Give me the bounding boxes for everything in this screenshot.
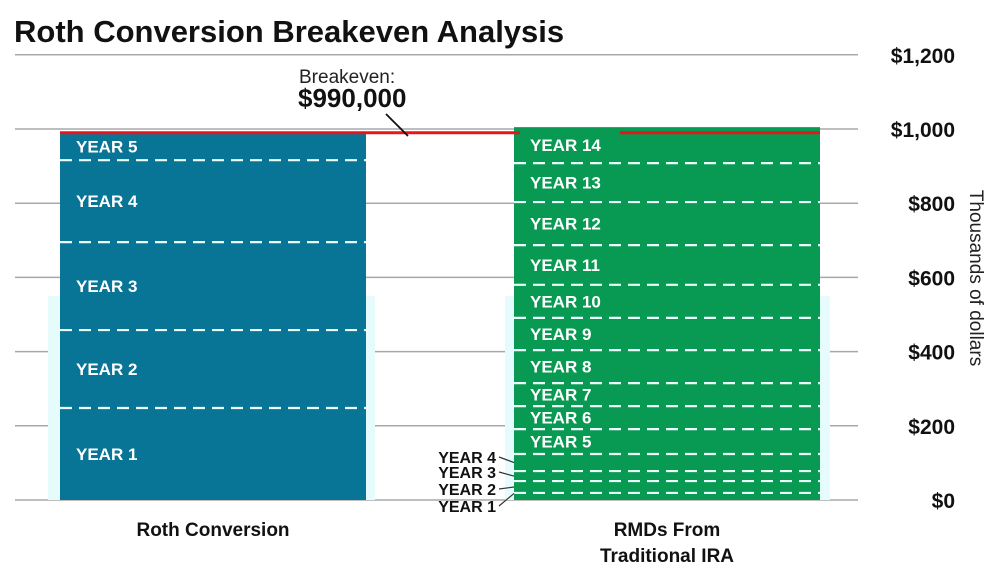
segment-label: YEAR 5 bbox=[76, 137, 137, 156]
category-label: RMDs From bbox=[614, 520, 721, 541]
breakeven-value: $990,000 bbox=[298, 83, 406, 113]
label-leader bbox=[498, 493, 515, 507]
y-tick-label: $1,200 bbox=[891, 45, 955, 68]
y-tick-label: $200 bbox=[908, 416, 955, 439]
chart-title: Roth Conversion Breakeven Analysis bbox=[14, 14, 564, 49]
y-axis-label: Thousands of dollars bbox=[965, 190, 986, 366]
segment-label: YEAR 2 bbox=[438, 482, 496, 499]
bar-roth-conversion: YEAR 1 YEAR 2 YEAR 3 YEAR 4 YEAR 5 bbox=[60, 132, 366, 500]
bar bbox=[60, 132, 366, 500]
bar-segment bbox=[514, 471, 820, 481]
bar bbox=[514, 127, 820, 501]
segment-label: YEAR 3 bbox=[76, 277, 137, 296]
y-tick-label: $800 bbox=[908, 193, 955, 216]
segment-label: YEAR 8 bbox=[530, 358, 591, 377]
segment-label: YEAR 3 bbox=[438, 465, 496, 482]
label-leader bbox=[498, 486, 515, 490]
segment-label: YEAR 12 bbox=[530, 215, 601, 234]
category-label: Roth Conversion bbox=[136, 520, 289, 541]
segment-label: YEAR 6 bbox=[530, 409, 591, 428]
bar-segment bbox=[514, 481, 820, 493]
segment-label: YEAR 11 bbox=[530, 256, 600, 275]
segment-label: YEAR 14 bbox=[530, 136, 601, 155]
bar-segment bbox=[514, 454, 820, 471]
label-leader bbox=[498, 471, 515, 477]
y-tick-label: $0 bbox=[932, 490, 955, 513]
segment-label: YEAR 9 bbox=[530, 325, 591, 344]
y-tick-label: $600 bbox=[908, 267, 955, 290]
segment-label: YEAR 4 bbox=[438, 450, 496, 467]
segment-label: YEAR 10 bbox=[530, 292, 601, 311]
segment-label: YEAR 5 bbox=[530, 433, 591, 452]
segment-label: YEAR 1 bbox=[438, 499, 496, 516]
segment-label: YEAR 1 bbox=[76, 445, 137, 464]
segment-label: YEAR 4 bbox=[76, 192, 138, 211]
y-tick-label: $1,000 bbox=[891, 119, 955, 142]
breakeven-label: Breakeven: bbox=[299, 67, 395, 88]
category-label: Traditional IRA bbox=[600, 546, 734, 567]
label-leader bbox=[498, 456, 515, 464]
y-tick-label: $400 bbox=[908, 342, 955, 365]
segment-label: YEAR 2 bbox=[76, 360, 137, 379]
segment-label: YEAR 7 bbox=[530, 386, 591, 405]
segment-label: YEAR 13 bbox=[530, 174, 601, 193]
breakeven-leader bbox=[385, 113, 409, 137]
